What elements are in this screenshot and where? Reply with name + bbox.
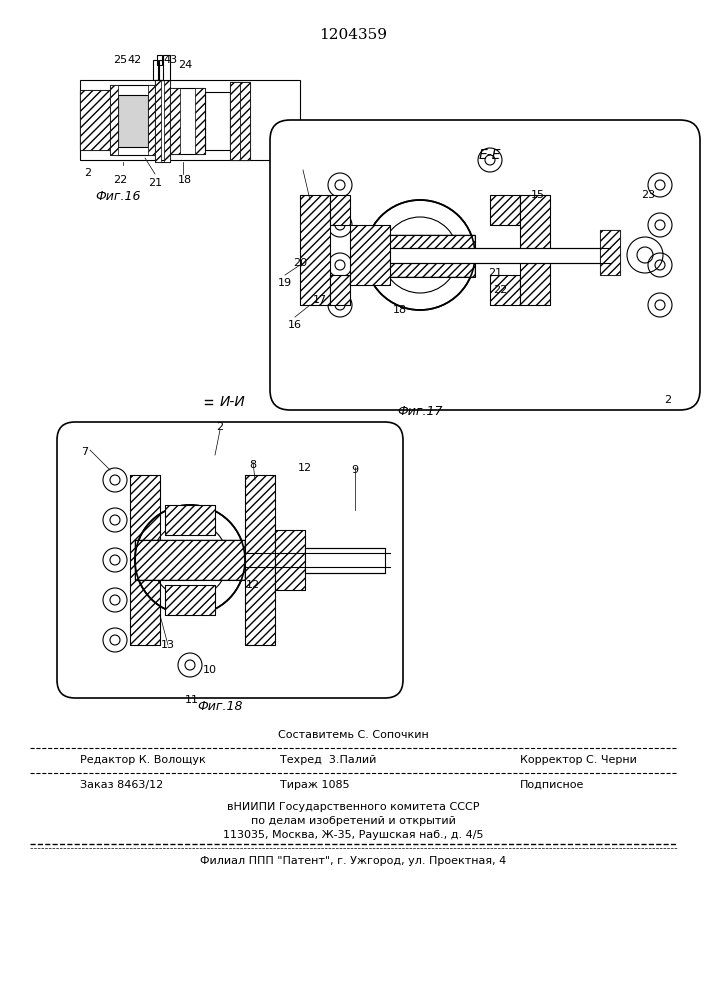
- Bar: [350, 225, 390, 285]
- Text: 11: 11: [185, 695, 199, 705]
- Bar: [330, 195, 350, 225]
- Bar: [118, 95, 148, 147]
- Text: Фиг.17: Фиг.17: [397, 405, 443, 418]
- Text: 10: 10: [203, 665, 217, 675]
- Bar: [205, 92, 230, 150]
- Text: 2: 2: [216, 422, 223, 432]
- Bar: [80, 90, 110, 150]
- Bar: [245, 475, 275, 645]
- Bar: [240, 82, 250, 160]
- FancyBboxPatch shape: [270, 120, 700, 410]
- Bar: [157, 55, 162, 65]
- Bar: [155, 80, 161, 162]
- Text: 19: 19: [278, 278, 292, 288]
- Text: 2: 2: [84, 168, 92, 178]
- Bar: [170, 88, 180, 154]
- Text: 12: 12: [246, 580, 260, 590]
- Bar: [153, 60, 158, 80]
- Bar: [80, 80, 300, 160]
- Text: вНИИПИ Государственного комитета СССР: вНИИПИ Государственного комитета СССР: [227, 802, 479, 812]
- Text: Филиал ППП "Патент", г. Ужгород, ул. Проектная, 4: Филиал ППП "Патент", г. Ужгород, ул. Про…: [200, 856, 506, 866]
- Bar: [490, 195, 520, 225]
- Bar: [275, 530, 305, 590]
- Text: 7: 7: [81, 447, 88, 457]
- Bar: [330, 195, 350, 225]
- Bar: [110, 85, 155, 155]
- Bar: [130, 475, 160, 645]
- Bar: [110, 85, 118, 155]
- Bar: [490, 195, 520, 225]
- Text: И-И: И-И: [220, 395, 246, 409]
- Bar: [365, 235, 475, 277]
- Bar: [390, 248, 610, 263]
- Text: по делам изобретений и открытий: по делам изобретений и открытий: [250, 816, 455, 826]
- Bar: [305, 548, 385, 573]
- Bar: [300, 195, 330, 305]
- Bar: [195, 88, 205, 154]
- Text: Тираж 1085: Тираж 1085: [280, 780, 350, 790]
- Bar: [165, 505, 215, 535]
- Bar: [170, 88, 205, 154]
- Bar: [275, 530, 305, 590]
- Text: 24: 24: [178, 60, 192, 70]
- Text: 1204359: 1204359: [319, 28, 387, 42]
- Text: 17: 17: [313, 295, 327, 305]
- Bar: [350, 225, 390, 285]
- Bar: [164, 80, 170, 162]
- Text: 25: 25: [113, 55, 127, 65]
- Bar: [490, 275, 520, 305]
- Bar: [155, 80, 170, 162]
- Text: 12: 12: [298, 463, 312, 473]
- Bar: [330, 275, 350, 305]
- Text: 20: 20: [293, 258, 307, 268]
- Bar: [365, 235, 475, 277]
- Text: 23: 23: [641, 190, 655, 200]
- Text: Фиг.18: Фиг.18: [197, 700, 243, 713]
- Text: Фиг.16: Фиг.16: [95, 190, 141, 203]
- Bar: [159, 60, 164, 80]
- Bar: [600, 230, 620, 275]
- Bar: [165, 505, 215, 535]
- Text: 13: 13: [161, 640, 175, 650]
- Text: 2: 2: [665, 395, 672, 405]
- Text: 22: 22: [493, 285, 507, 295]
- Bar: [80, 90, 110, 150]
- Bar: [148, 85, 155, 155]
- Text: Корректор С. Черни: Корректор С. Черни: [520, 755, 637, 765]
- Text: 18: 18: [178, 175, 192, 185]
- Bar: [135, 540, 245, 580]
- Bar: [245, 475, 275, 645]
- Text: 16: 16: [288, 320, 302, 330]
- Text: 113035, Москва, Ж-35, Раушская наб., д. 4/5: 113035, Москва, Ж-35, Раушская наб., д. …: [223, 830, 484, 840]
- Text: 42: 42: [128, 55, 142, 65]
- Bar: [130, 475, 160, 645]
- FancyBboxPatch shape: [57, 422, 403, 698]
- Text: 21: 21: [148, 178, 162, 188]
- Bar: [135, 540, 245, 580]
- Text: Составитемь С. Сопочкин: Составитемь С. Сопочкин: [278, 730, 428, 740]
- Text: 18: 18: [393, 305, 407, 315]
- Bar: [520, 195, 550, 305]
- Bar: [600, 230, 620, 275]
- Bar: [490, 275, 520, 305]
- Text: 21: 21: [488, 268, 502, 278]
- Text: Редактор К. Волощук: Редактор К. Волощук: [80, 755, 206, 765]
- Bar: [300, 195, 330, 305]
- Text: 43: 43: [163, 55, 177, 65]
- Text: Техред  3.Палий: Техред 3.Палий: [280, 755, 376, 765]
- Text: Заказ 8463/12: Заказ 8463/12: [80, 780, 163, 790]
- Bar: [163, 55, 170, 80]
- Text: 8: 8: [250, 460, 257, 470]
- Bar: [520, 195, 550, 305]
- Bar: [230, 82, 250, 160]
- Text: 9: 9: [351, 465, 358, 475]
- Bar: [165, 585, 215, 615]
- Text: 15: 15: [531, 190, 545, 200]
- Text: E-E: E-E: [479, 148, 501, 162]
- Text: 22: 22: [113, 175, 127, 185]
- Text: Подписное: Подписное: [520, 780, 585, 790]
- Bar: [165, 585, 215, 615]
- Bar: [230, 82, 240, 160]
- Bar: [330, 275, 350, 305]
